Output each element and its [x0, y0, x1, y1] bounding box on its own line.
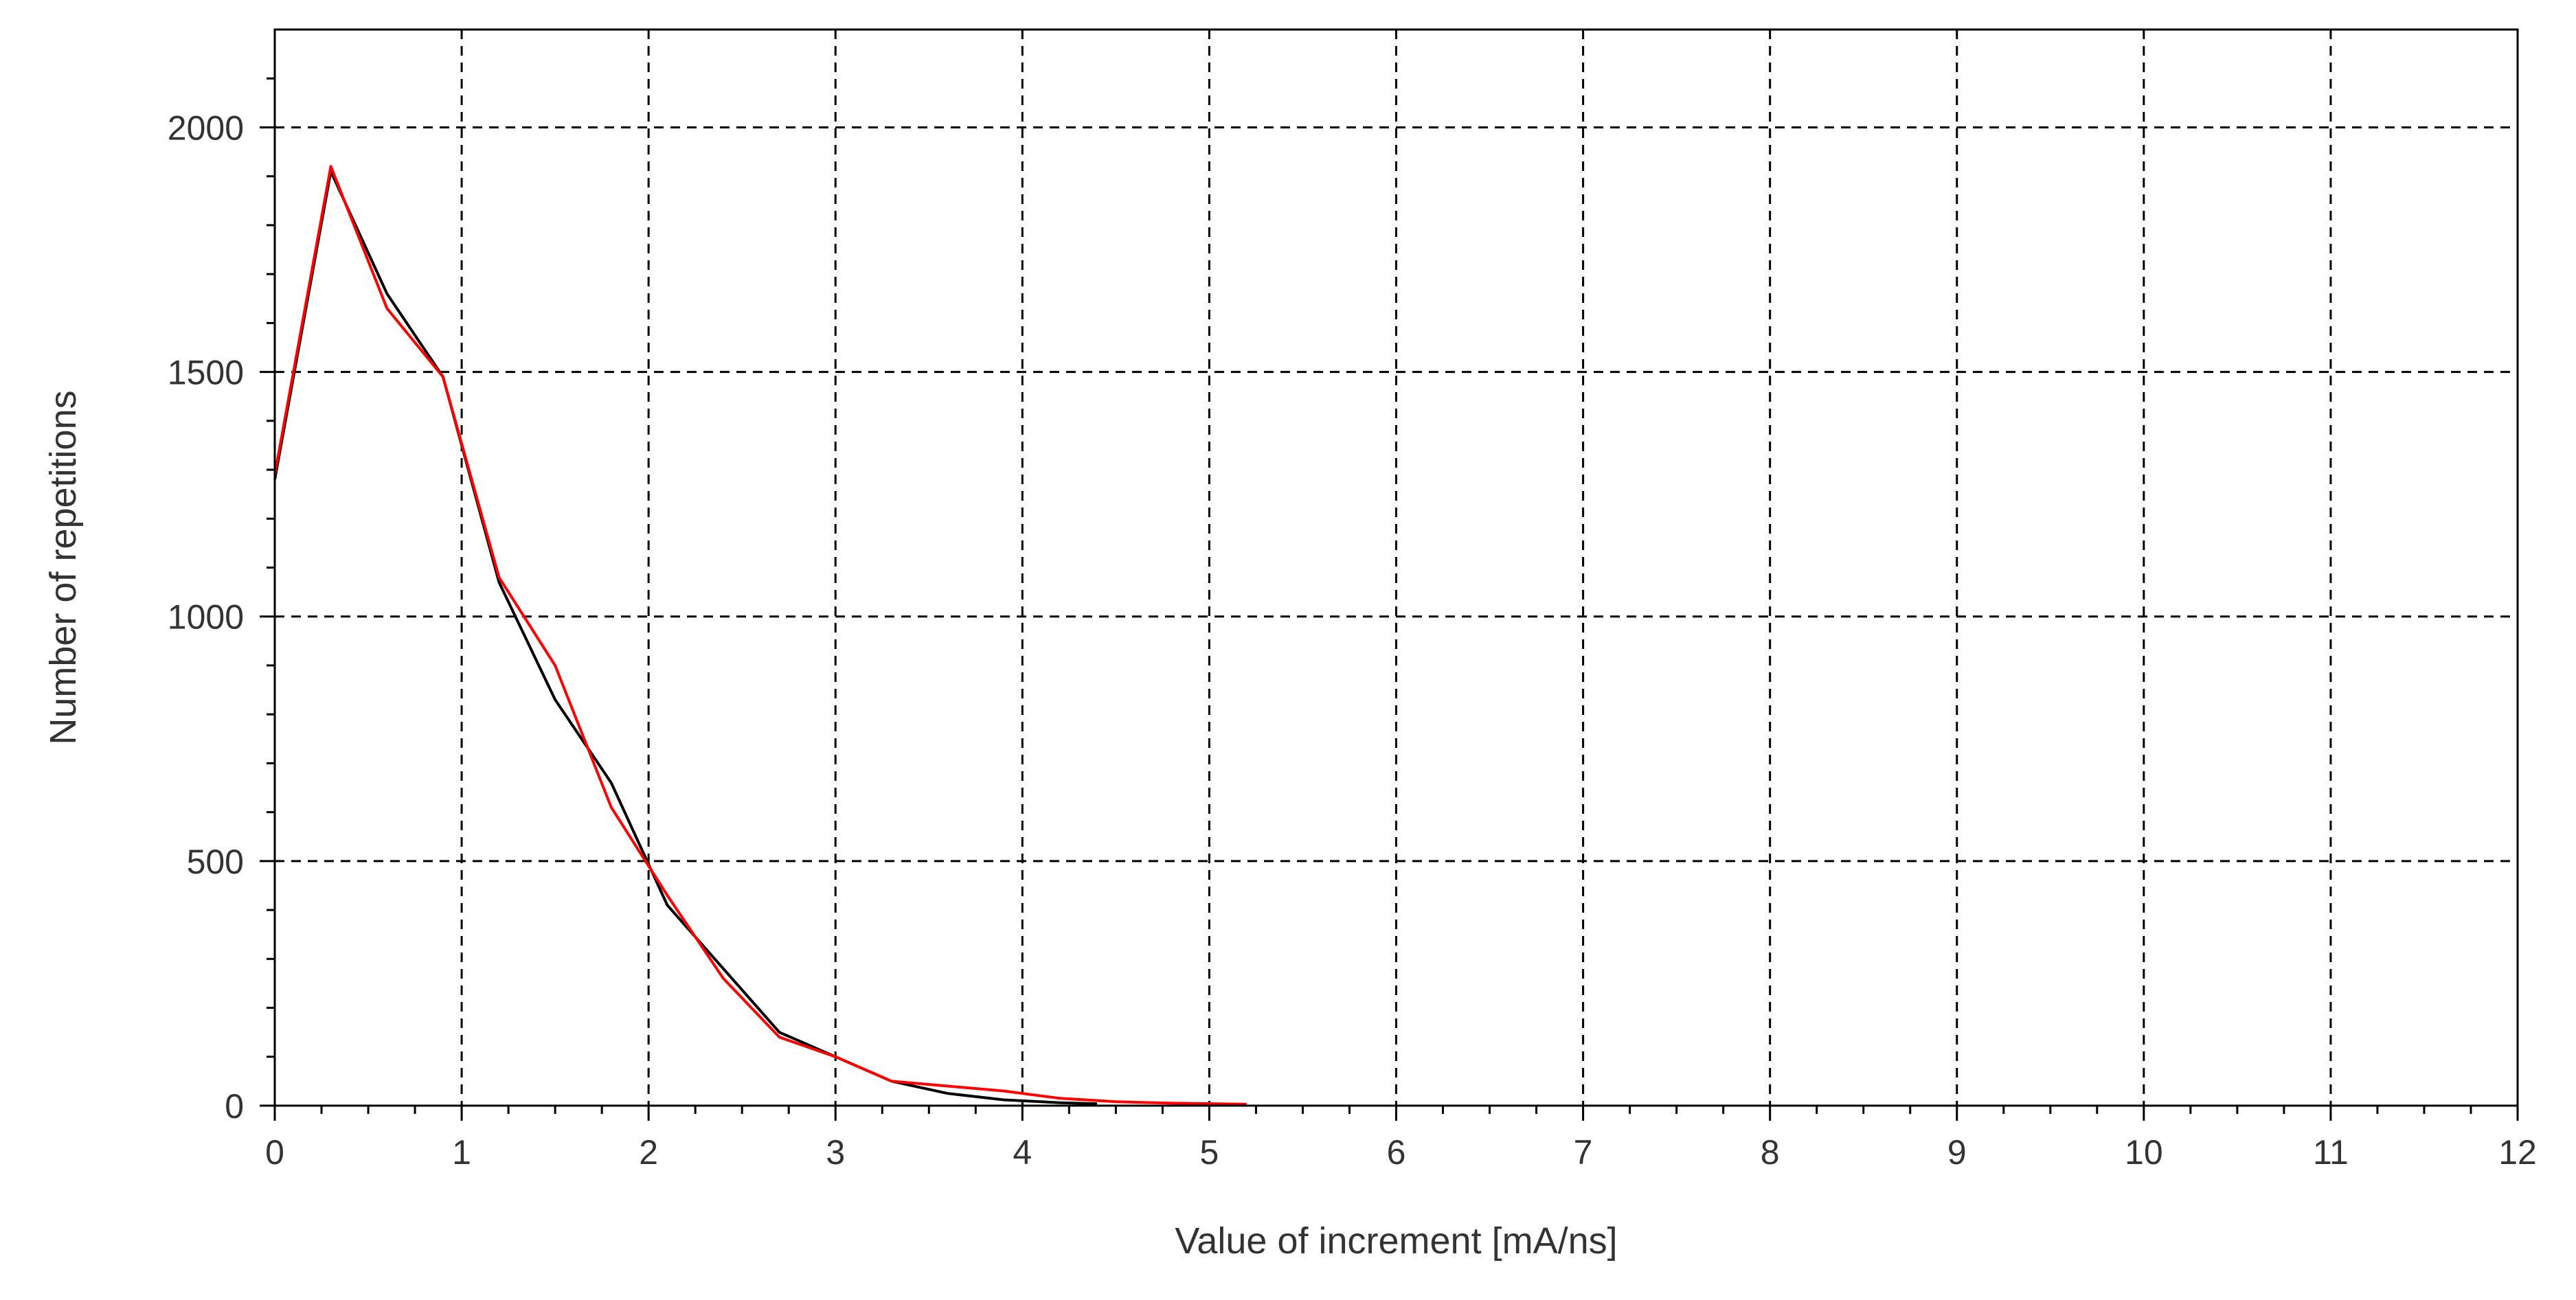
y-tick-label: 0 — [225, 1087, 244, 1126]
x-tick-label: 11 — [2313, 1133, 2349, 1172]
y-tick-label: 2000 — [168, 109, 244, 147]
tick-marks — [260, 77, 2519, 1121]
x-tick-label: 1 — [452, 1133, 471, 1172]
x-axis-title: Value of increment [mA/ns] — [1175, 1220, 1617, 1262]
x-tick-label: 3 — [826, 1133, 845, 1172]
x-tick-label: 10 — [2125, 1133, 2163, 1172]
x-tick-label: 2 — [639, 1133, 658, 1172]
y-tick-label: 1000 — [168, 598, 244, 637]
x-tick-label: 4 — [1013, 1133, 1032, 1172]
x-tick-label: 5 — [1200, 1133, 1219, 1172]
x-tick-label: 0 — [265, 1133, 284, 1172]
grid-lines — [275, 30, 2518, 1106]
y-axis-title: Number of repetitions — [43, 390, 84, 744]
x-tick-label: 6 — [1387, 1133, 1406, 1172]
x-tick-label: 12 — [2498, 1133, 2537, 1172]
y-tick-label: 500 — [187, 843, 244, 881]
y-tick-label: 1500 — [168, 354, 244, 392]
series-line-2 — [273, 165, 1247, 1106]
x-tick-label: 9 — [1947, 1133, 1967, 1172]
x-tick-label: 7 — [1574, 1133, 1593, 1172]
x-tick-label: 8 — [1761, 1133, 1780, 1172]
series-lines — [273, 165, 1247, 1106]
